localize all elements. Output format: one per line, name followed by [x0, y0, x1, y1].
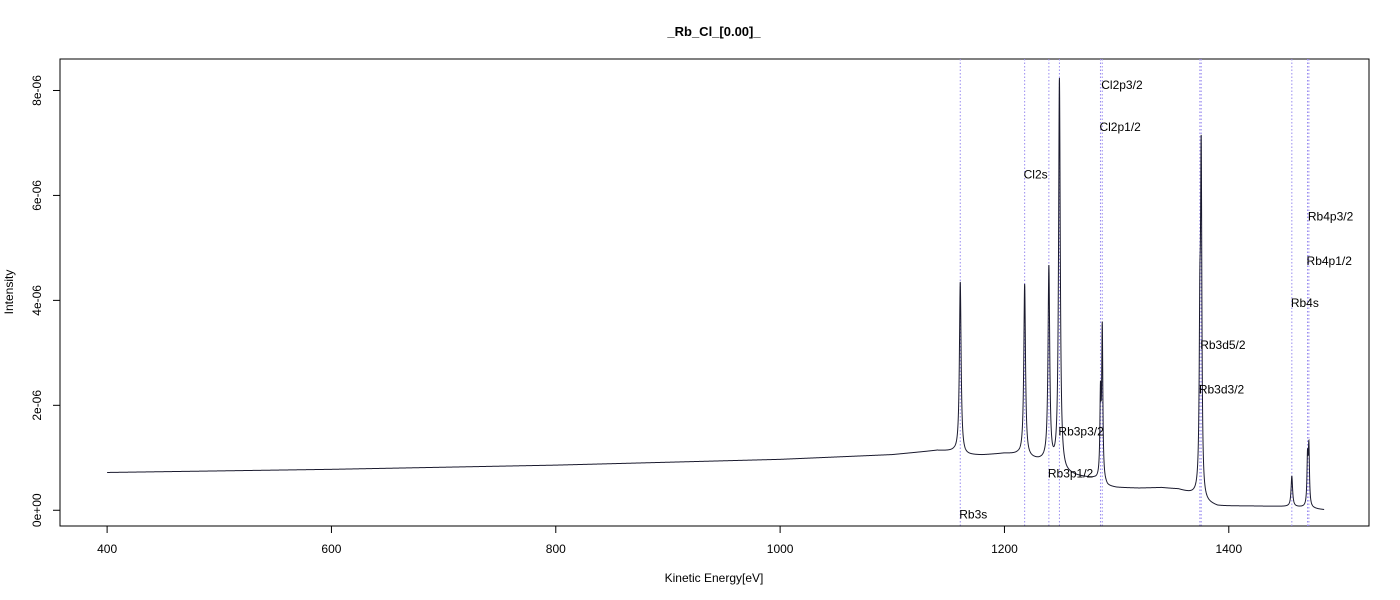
- y-axis: 0e+00 2e-06 4e-06 6e-06 8e-06: [30, 75, 61, 527]
- y-tick-label: 0e+00: [30, 493, 44, 527]
- spectrum-path: [107, 77, 1325, 510]
- peak-label: Rb3s: [959, 507, 987, 521]
- peak-label: Rb3p3/2: [1058, 425, 1104, 439]
- x-tick-label: 1200: [991, 542, 1018, 556]
- y-tick-label: 6e-06: [30, 180, 44, 211]
- y-tick-label: 8e-06: [30, 75, 44, 106]
- peak-label: Rb4p1/2: [1307, 254, 1353, 268]
- spectrum-line: [107, 77, 1325, 510]
- peak-label: Rb4s: [1291, 296, 1319, 310]
- x-tick-label: 600: [321, 542, 341, 556]
- x-tick-label: 1000: [767, 542, 794, 556]
- x-tick-label: 800: [546, 542, 566, 556]
- y-tick-label: 4e-06: [30, 285, 44, 316]
- peak-label: Rb3p1/2: [1048, 467, 1094, 481]
- peak-label: Cl2p1/2: [1099, 120, 1141, 134]
- chart-title: _Rb_Cl_[0.00]_: [666, 24, 761, 39]
- peak-label: Rb3d3/2: [1199, 383, 1245, 397]
- y-axis-label: Intensity: [2, 270, 16, 315]
- peak-labels: Rb3s Cl2s Rb3p1/2 Rb3p3/2 Cl2p1/2 Cl2p3/2 Rb3d…: [959, 78, 1353, 521]
- peak-label: Rb3d5/2: [1200, 338, 1246, 352]
- peak-label: Cl2p3/2: [1101, 78, 1143, 92]
- peak-label: Cl2s: [1024, 167, 1048, 181]
- y-tick-label: 2e-06: [30, 390, 44, 421]
- x-tick-label: 400: [97, 542, 117, 556]
- x-axis-label: Kinetic Energy[eV]: [665, 571, 764, 585]
- x-axis: 400 600 800 1000 1200 1400: [97, 525, 1242, 556]
- x-tick-label: 1400: [1215, 542, 1242, 556]
- peak-label: Rb4p3/2: [1308, 209, 1354, 223]
- plot-frame: [59, 58, 1370, 527]
